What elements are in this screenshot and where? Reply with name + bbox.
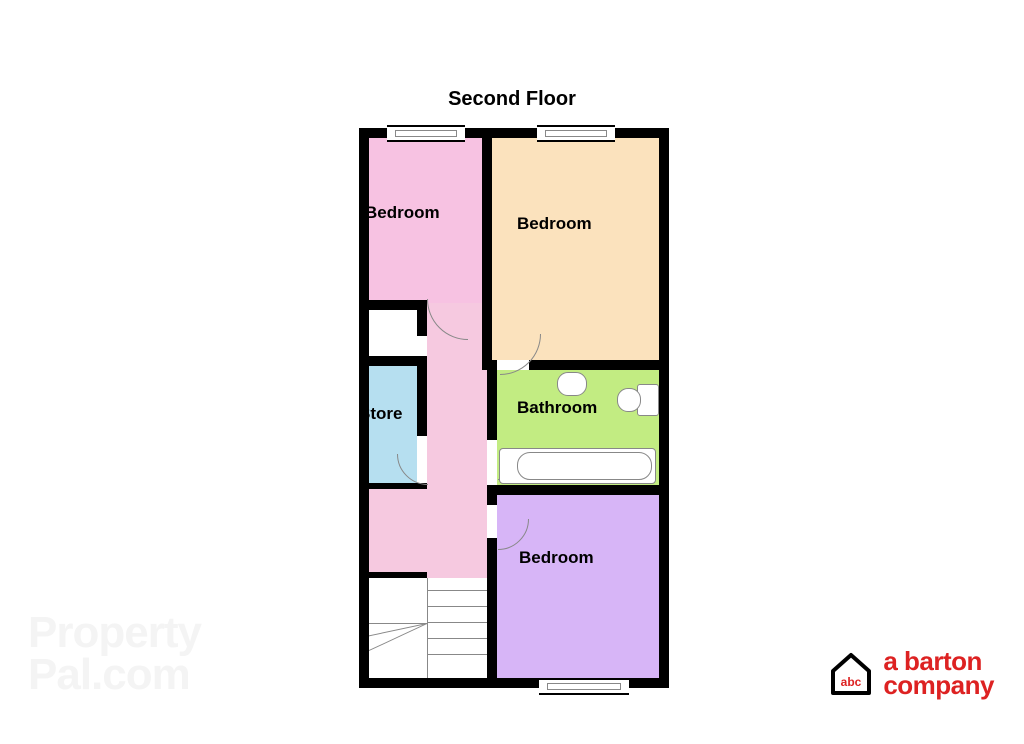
window-bottom [539,678,629,695]
fixture-tub-inner [517,452,652,480]
label-bedroom-ne: Bedroom [517,214,592,234]
floor-title: Second Floor [0,88,1024,111]
fixture-sink [557,372,587,396]
logo-text: a barton company [883,649,994,698]
wall-v1 [482,138,492,300]
step2 [427,606,487,607]
wall-bed-s-l [487,538,497,678]
logo-house-icon: abc [827,649,875,697]
label-store: Store [359,404,402,424]
wall-ne-stub [487,360,497,370]
logo-line2: company [883,673,994,698]
watermark-line2: Pal.com [28,654,201,696]
step1 [427,590,487,591]
watermark: Property Pal.com [28,612,201,696]
wall-bath-l [487,370,497,440]
label-bathroom: Bathroom [517,398,597,418]
window-top-right [537,125,615,142]
step3 [427,622,487,623]
logo-abc: abc [841,675,862,689]
room-hallway-2 [369,483,427,578]
wall-stairs-top [369,572,427,578]
wall-nw-stub [417,300,427,336]
stair-div [427,578,428,678]
logo: abc a barton company [827,649,994,698]
wall-bath-b [487,485,659,495]
wall-store-r [417,356,427,436]
wall-bed-s-stub [487,495,497,505]
step5 [427,654,487,655]
window-top-left [387,125,465,142]
room-hallway [427,303,487,578]
fixture-toilet-bowl [617,388,641,412]
wall-store-bot [369,483,427,489]
label-bedroom-s: Bedroom [519,548,594,568]
step4 [427,638,487,639]
wall-h-ne [529,360,659,370]
watermark-line1: Property [28,612,201,654]
room-bedroom-ne [492,138,659,360]
floor-plan: Bedroom Bedroom Store Bathroom Bedroom [359,128,669,688]
label-bedroom-nw: Bedroom [365,203,440,223]
